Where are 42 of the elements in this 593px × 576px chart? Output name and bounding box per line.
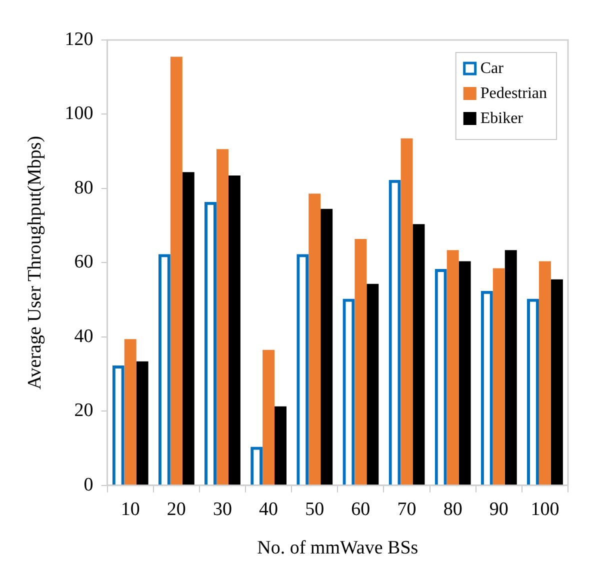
legend-label: Car	[480, 60, 504, 78]
x-tick-label: 100	[530, 498, 560, 520]
bar	[550, 279, 563, 485]
y-axis-title: Average User Throughput(Mbps)	[24, 136, 46, 390]
x-tick-label: 50	[305, 498, 324, 520]
bar	[354, 238, 367, 485]
bar	[400, 138, 413, 485]
x-tick-label: 20	[166, 498, 186, 520]
x-axis-title: No. of mmWave BSs	[257, 538, 418, 559]
x-tick-label: 40	[259, 498, 278, 520]
bar	[538, 261, 551, 485]
bar	[170, 56, 182, 485]
y-tick-label: 0	[84, 474, 94, 496]
bar	[136, 361, 148, 485]
y-tick-label: 20	[74, 400, 94, 422]
x-tick-label: 30	[212, 498, 232, 520]
y-tick-label: 80	[74, 177, 94, 198]
bar	[366, 284, 379, 485]
bar	[308, 194, 321, 485]
bar	[458, 261, 471, 485]
bar	[216, 149, 228, 485]
legend-label: Ebiker	[480, 110, 524, 128]
x-tick-label: 70	[397, 498, 416, 520]
bar	[124, 339, 136, 485]
y-tick-label: 120	[64, 28, 94, 50]
bar	[274, 406, 287, 485]
x-tick-label: 60	[351, 498, 370, 520]
bar	[228, 175, 240, 485]
x-tick-label: 90	[489, 498, 508, 520]
bar	[320, 208, 333, 485]
y-tick-label: 40	[74, 326, 94, 347]
bar	[262, 350, 275, 485]
y-tick-label: 100	[64, 103, 94, 124]
bar	[492, 268, 505, 485]
x-tick-label: 10	[120, 498, 140, 520]
bar	[182, 172, 194, 485]
y-tick-label: 60	[74, 252, 94, 273]
legend-label: Pedestrian	[480, 85, 548, 102]
bar	[446, 250, 459, 485]
bar	[504, 250, 517, 485]
bar	[412, 224, 425, 485]
x-tick-label: 80	[443, 498, 462, 520]
